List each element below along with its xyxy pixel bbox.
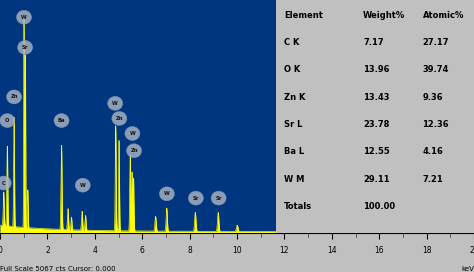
Text: C: C [2,181,6,186]
Text: 4.16: 4.16 [422,147,443,156]
Text: 20: 20 [469,246,474,255]
Ellipse shape [125,126,140,140]
Ellipse shape [211,191,226,205]
Text: Sr: Sr [192,196,199,201]
Text: keV: keV [461,266,474,272]
Text: W: W [80,183,86,188]
Text: W: W [112,101,118,106]
Ellipse shape [18,41,33,54]
Text: Ba: Ba [58,118,65,123]
Text: W: W [129,131,135,136]
Text: Ba L: Ba L [284,147,304,156]
Text: Sr: Sr [22,45,28,50]
Text: 0: 0 [0,246,2,255]
Text: Zn: Zn [10,94,18,99]
Text: 12: 12 [280,246,289,255]
Text: Zn K: Zn K [284,93,305,102]
Text: W M: W M [284,175,304,184]
Text: O: O [5,118,9,123]
Text: 9.36: 9.36 [422,93,443,102]
Text: 13.43: 13.43 [363,93,390,102]
Text: 4: 4 [92,246,97,255]
Ellipse shape [108,96,123,110]
Ellipse shape [112,112,127,125]
Text: 7.21: 7.21 [422,175,443,184]
Text: C K: C K [284,38,299,47]
Text: 100.00: 100.00 [363,202,395,211]
Ellipse shape [54,114,69,128]
Text: 8: 8 [187,246,192,255]
Text: 39.74: 39.74 [422,65,449,74]
Ellipse shape [188,191,203,205]
Text: Zn: Zn [130,148,138,153]
Text: 18: 18 [422,246,431,255]
Text: Totals: Totals [284,202,312,211]
Ellipse shape [127,144,142,158]
Text: Atomic%: Atomic% [422,11,464,20]
Text: 16: 16 [374,246,384,255]
Text: 29.11: 29.11 [363,175,390,184]
Text: 12.36: 12.36 [422,120,449,129]
Ellipse shape [0,176,11,190]
Text: Sr L: Sr L [284,120,302,129]
Ellipse shape [7,90,22,104]
Text: 23.78: 23.78 [363,120,390,129]
Text: 2: 2 [45,246,50,255]
Text: W: W [164,191,170,196]
Text: 14: 14 [327,246,337,255]
Text: Zn: Zn [116,116,123,121]
Text: Weight%: Weight% [363,11,405,20]
Ellipse shape [159,187,174,201]
Text: Full Scale 5067 cts Cursor: 0.000: Full Scale 5067 cts Cursor: 0.000 [0,266,116,272]
Text: W: W [21,15,27,20]
Text: 27.17: 27.17 [422,38,449,47]
Ellipse shape [17,10,31,24]
Text: Sr: Sr [215,196,222,201]
Text: O K: O K [284,65,300,74]
Ellipse shape [75,178,90,192]
Text: 6: 6 [140,246,145,255]
Text: Element: Element [284,11,323,20]
Text: 13.96: 13.96 [363,65,390,74]
Text: 12.55: 12.55 [363,147,390,156]
Text: 10: 10 [232,246,242,255]
Ellipse shape [0,114,15,128]
Text: 7.17: 7.17 [363,38,383,47]
